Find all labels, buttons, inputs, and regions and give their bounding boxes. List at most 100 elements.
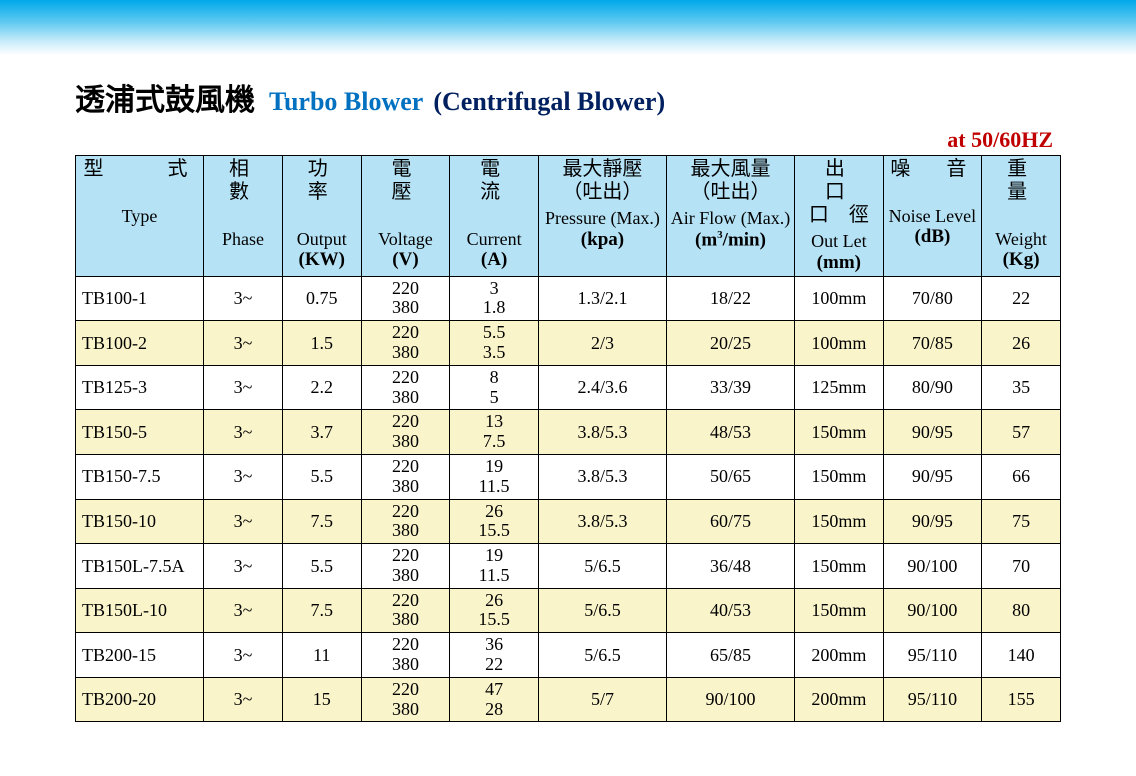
table-cell: 137.5: [450, 410, 539, 455]
table-cell: TB150-10: [76, 499, 204, 544]
table-cell: 1.3/2.1: [538, 276, 666, 321]
table-cell: 150mm: [795, 544, 884, 589]
header-en: Weight: [985, 229, 1057, 250]
table-cell: 20/25: [666, 321, 794, 366]
table-cell: 33/39: [666, 365, 794, 410]
table-header-row: 型 式 Type相 數 Phase功 率 Output(KW)電 壓 Volta…: [76, 156, 1061, 277]
header-unit: (A): [453, 249, 535, 271]
header-cn1: 功 率: [286, 158, 358, 204]
table-cell: TB150-7.5: [76, 454, 204, 499]
table-cell: 3~: [204, 454, 283, 499]
content-area: 透浦式鼓風機 Turbo Blower (Centrifugal Blower)…: [0, 55, 1136, 722]
table-cell: 31.8: [450, 276, 539, 321]
header-cn1: 最大風量: [670, 158, 791, 181]
header-en: Current: [453, 229, 535, 250]
table-cell: 220380: [361, 276, 450, 321]
table-cell: 26: [982, 321, 1061, 366]
col-header: 電 流 Current(A): [450, 156, 539, 277]
table-cell: 48/53: [666, 410, 794, 455]
table-cell: 2615.5: [450, 588, 539, 633]
header-en: Air Flow (Max.): [670, 208, 791, 229]
table-row: TB150-7.53~5.52203801911.53.8/5.350/6515…: [76, 454, 1061, 499]
table-cell: 1.5: [282, 321, 361, 366]
table-cell: 220380: [361, 410, 450, 455]
table-cell: 11: [282, 633, 361, 678]
col-header: 最大風量（吐出）Air Flow (Max.)(m3/min): [666, 156, 794, 277]
table-cell: 18/22: [666, 276, 794, 321]
header-cn1: 最大靜壓: [542, 158, 663, 181]
header-en: Pressure (Max.): [542, 208, 663, 229]
table-cell: 3~: [204, 588, 283, 633]
col-header: 相 數 Phase: [204, 156, 283, 277]
table-cell: 3622: [450, 633, 539, 678]
col-header: 型 式 Type: [76, 156, 204, 277]
table-cell: TB100-1: [76, 276, 204, 321]
table-cell: 150mm: [795, 410, 884, 455]
table-cell: 65/85: [666, 633, 794, 678]
table-cell: 90/95: [883, 499, 982, 544]
table-cell: 220380: [361, 677, 450, 722]
title-row: 透浦式鼓風機 Turbo Blower (Centrifugal Blower): [75, 75, 1061, 119]
header-cn1: 相 數: [207, 158, 279, 204]
table-cell: 90/100: [666, 677, 794, 722]
header-unit: (m3/min): [670, 229, 791, 251]
header-cn2: （吐出）: [542, 181, 663, 204]
table-cell: 22: [982, 276, 1061, 321]
table-cell: 150mm: [795, 499, 884, 544]
table-cell: 125mm: [795, 365, 884, 410]
table-cell: 140: [982, 633, 1061, 678]
table-row: TB150-53~3.7220380137.53.8/5.348/53150mm…: [76, 410, 1061, 455]
table-row: TB150L-7.5A3~5.52203801911.55/6.536/4815…: [76, 544, 1061, 589]
table-row: TB200-203~1522038047285/790/100200mm95/1…: [76, 677, 1061, 722]
header-cn1: 電 流: [453, 158, 535, 204]
header-cn1: 型 式: [79, 158, 200, 181]
table-cell: 220380: [361, 454, 450, 499]
table-cell: TB200-20: [76, 677, 204, 722]
table-cell: 7.5: [282, 588, 361, 633]
table-cell: 5.53.5: [450, 321, 539, 366]
table-cell: 220380: [361, 499, 450, 544]
table-cell: 3~: [204, 321, 283, 366]
table-cell: 0.75: [282, 276, 361, 321]
table-cell: 220380: [361, 365, 450, 410]
title-english-1: Turbo Blower: [269, 87, 423, 116]
header-unit: (Kg): [985, 249, 1057, 271]
table-cell: 150mm: [795, 454, 884, 499]
table-cell: 15: [282, 677, 361, 722]
table-cell: 100mm: [795, 321, 884, 366]
table-cell: 70: [982, 544, 1061, 589]
header-en: Output: [286, 229, 358, 250]
table-cell: 66: [982, 454, 1061, 499]
table-cell: 100mm: [795, 276, 884, 321]
table-cell: 3.8/5.3: [538, 410, 666, 455]
table-cell: 3~: [204, 677, 283, 722]
header-unit: (mm): [798, 252, 880, 274]
table-cell: 7.5: [282, 499, 361, 544]
table-cell: 70/80: [883, 276, 982, 321]
header-cn2: 口 徑: [798, 204, 880, 227]
col-header: 出 口口 徑Out Let(mm): [795, 156, 884, 277]
table-cell: 3.8/5.3: [538, 499, 666, 544]
col-header: 重 量 Weight(Kg): [982, 156, 1061, 277]
table-cell: 1911.5: [450, 454, 539, 499]
header-cn1: 電 壓: [365, 158, 447, 204]
table-row: TB125-33~2.2220380852.4/3.633/39125mm80/…: [76, 365, 1061, 410]
table-row: TB100-13~0.7522038031.81.3/2.118/22100mm…: [76, 276, 1061, 321]
header-en: Type: [79, 206, 200, 227]
table-cell: 220380: [361, 544, 450, 589]
table-cell: 2.4/3.6: [538, 365, 666, 410]
header-cn1: 重 量: [985, 158, 1057, 204]
frequency-label: at 50/60HZ: [75, 127, 1061, 153]
table-body: TB100-13~0.7522038031.81.3/2.118/22100mm…: [76, 276, 1061, 722]
table-cell: 5/6.5: [538, 633, 666, 678]
table-cell: 3~: [204, 499, 283, 544]
table-cell: 3~: [204, 633, 283, 678]
table-cell: 90/100: [883, 544, 982, 589]
table-cell: 36/48: [666, 544, 794, 589]
table-cell: TB150L-7.5A: [76, 544, 204, 589]
header-cn1: 噪 音: [887, 158, 979, 181]
table-cell: 220380: [361, 321, 450, 366]
table-cell: 50/65: [666, 454, 794, 499]
table-row: TB150L-103~7.52203802615.55/6.540/53150m…: [76, 588, 1061, 633]
table-cell: 95/110: [883, 633, 982, 678]
